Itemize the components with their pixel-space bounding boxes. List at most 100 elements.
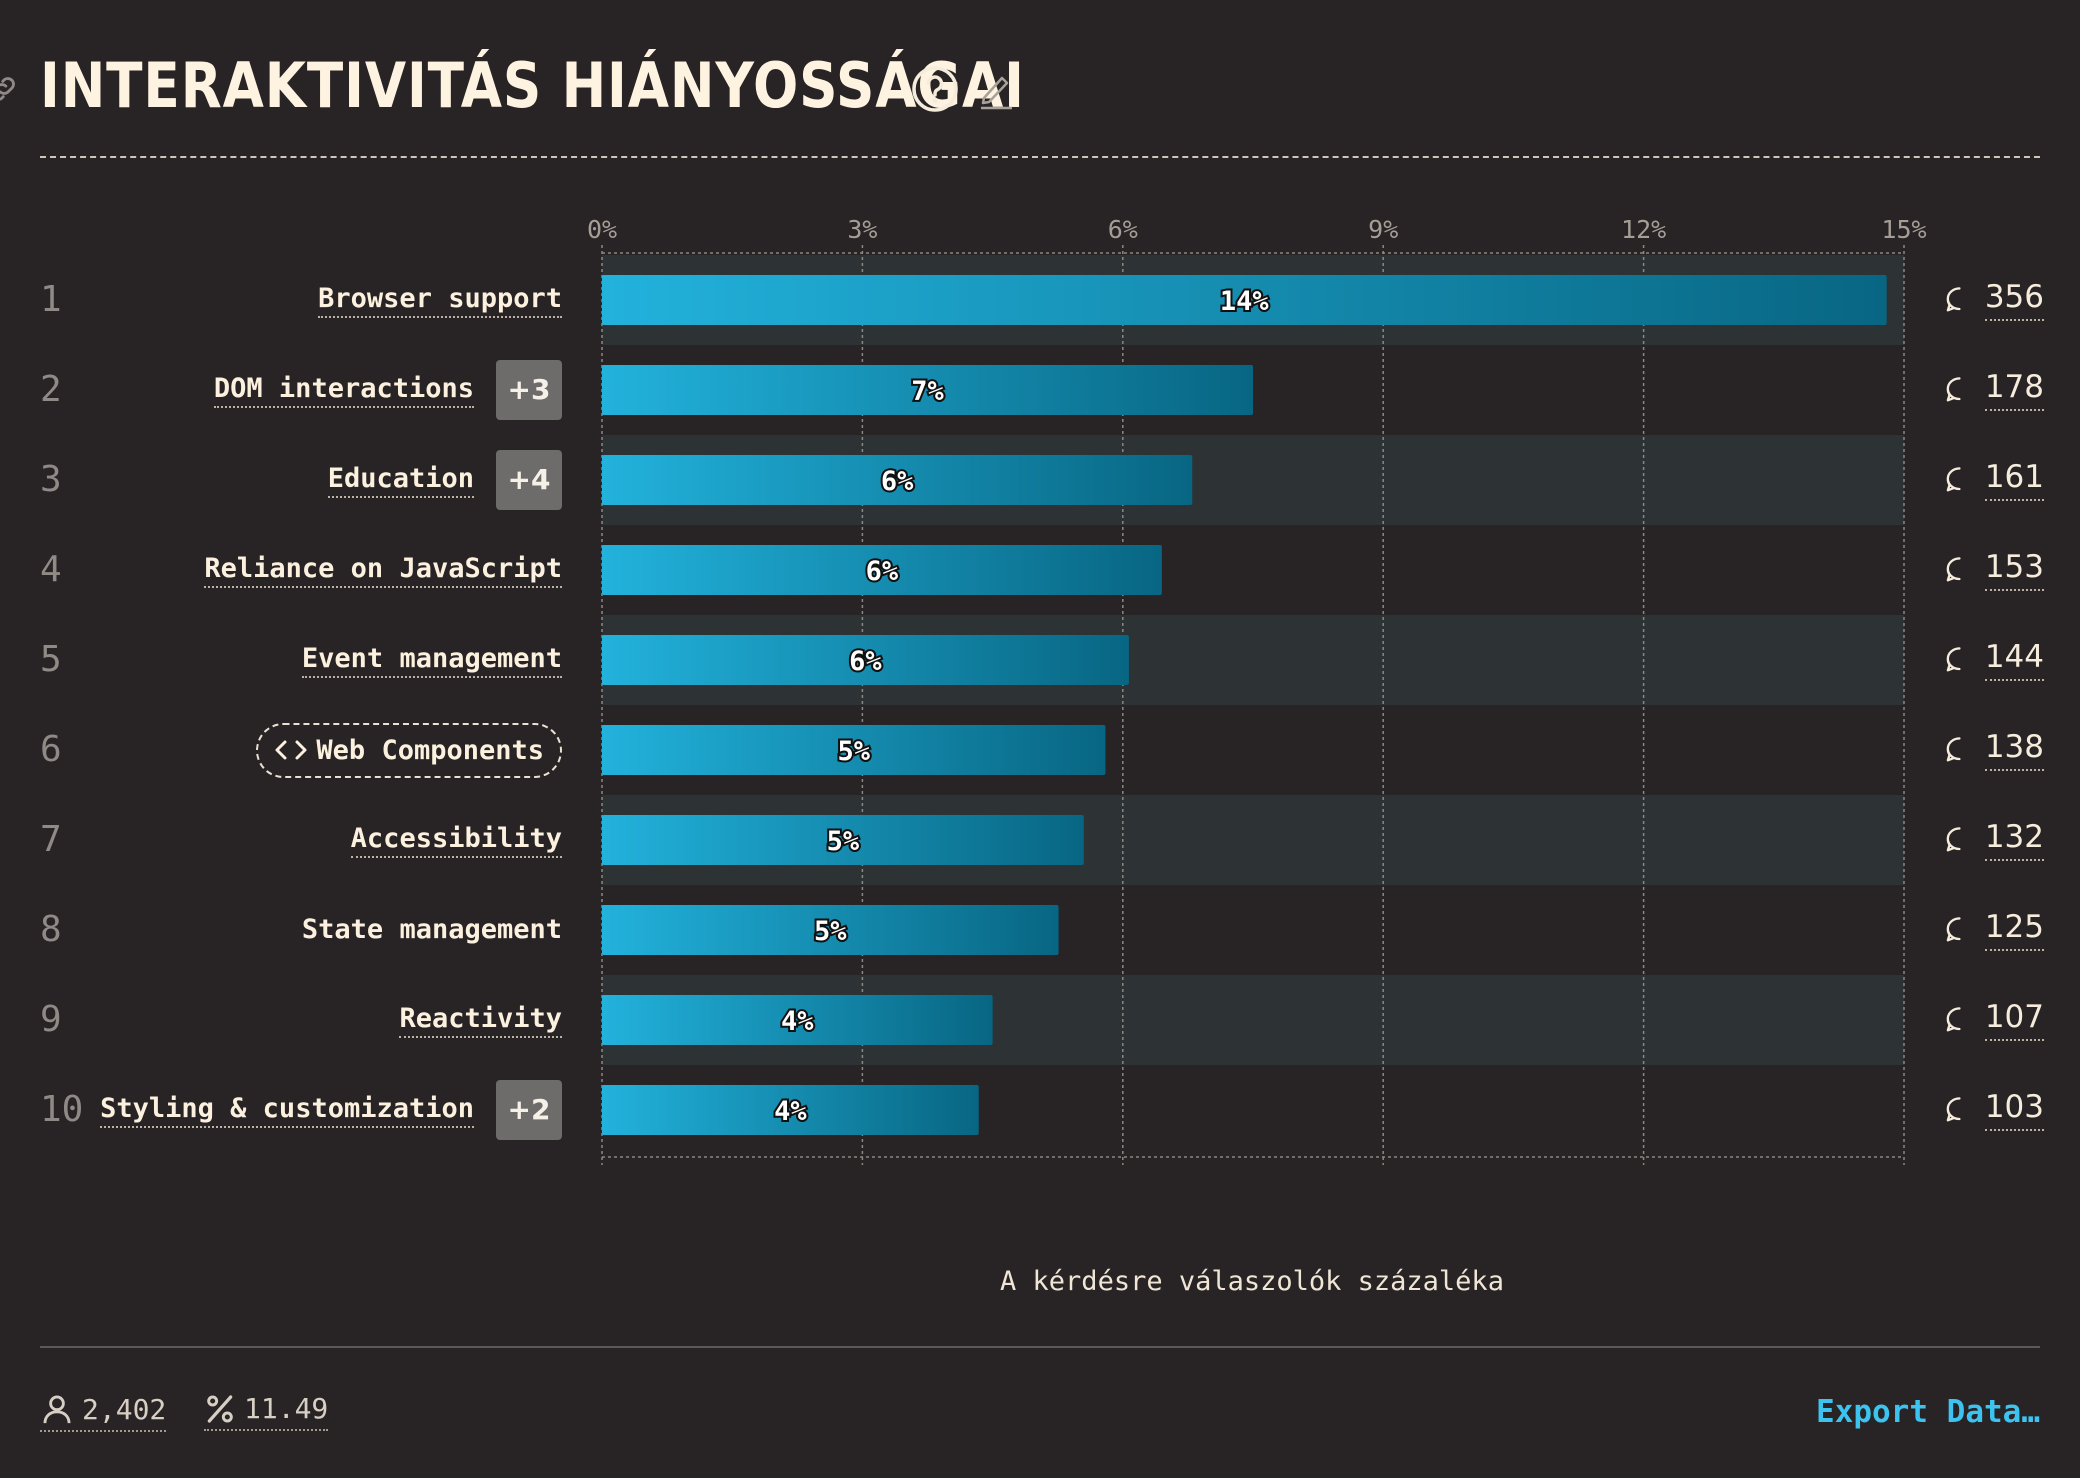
row-label[interactable]: Event management [301,643,562,678]
comments-count[interactable]: 161 [1944,435,2044,525]
bar [602,995,993,1045]
x-tick-label-top: 0% [587,215,617,244]
row-label-group: Event management [301,615,562,705]
row-label-group: Accessibility [350,795,562,885]
row-label-group: Reactivity [399,975,562,1065]
row-label[interactable]: Reactivity [399,1003,562,1038]
bar-value-label: 6% [866,556,899,587]
row-label[interactable]: Accessibility [350,823,562,858]
bar [602,1085,979,1135]
footer-divider [40,1346,2040,1348]
link-icon[interactable] [0,72,20,106]
comments-count-value: 138 [1984,729,2044,771]
bar [602,635,1129,685]
comments-count[interactable]: 138 [1944,705,2044,795]
x-tick-label-top: 6% [1108,215,1138,244]
bar-value-label: 4% [774,1096,807,1127]
comments-count[interactable]: 107 [1944,975,2044,1065]
row-label[interactable]: Browser support [318,283,562,318]
comments-count-value: 107 [1984,999,2044,1041]
comments-count[interactable]: 125 [1944,885,2044,975]
title-divider [40,156,2040,158]
row-label-group: DOM interactions +3 [213,345,562,435]
bar [602,455,1193,505]
row-rank: 2 [40,369,62,410]
bar [602,545,1162,595]
comment-icon [1946,377,1961,402]
comment-icon [1946,467,1961,492]
comments-count[interactable]: 144 [1944,615,2044,705]
comment-icon [1946,1097,1961,1122]
bar-chart: 0%0%3%3%6%6%9%9%12%12%15%15%14%7%6%6%6%5… [587,215,1927,1165]
row-label-text: Web Components [316,734,544,766]
export-data-button[interactable]: Export Data… [1816,1394,2040,1430]
comments-count-value: 161 [1984,459,2044,501]
row-label[interactable]: Reliance on JavaScript [204,553,562,588]
bar-value-label: 14% [1220,286,1270,317]
bar-value-label: 5% [827,826,860,857]
row-label[interactable]: Education [327,463,474,498]
comment-icon [1946,287,1961,312]
percent-stat[interactable]: 11.49 [204,1392,329,1431]
x-tick-label-top: 12% [1621,215,1666,244]
row-label-group: Reliance on JavaScript [204,525,562,615]
x-axis-title: A kérdésre válaszolók százaléka [1000,1266,1504,1297]
row-rank: 7 [40,819,62,860]
comments-count[interactable]: 178 [1944,345,2044,435]
percent-value: 11.49 [244,1392,329,1425]
row-label[interactable]: Web Components [256,722,562,778]
bar-value-label: 4% [781,1006,814,1037]
code-brackets-icon [274,738,308,762]
respondents-count: 2,402 [82,1392,167,1426]
question-circle-icon[interactable] [910,64,960,114]
comments-count[interactable]: 356 [1944,255,2044,345]
comments-count[interactable]: 132 [1944,795,2044,885]
row-label[interactable]: State management [301,913,562,945]
user-icon [43,1395,71,1424]
comment-icon [1946,737,1961,762]
row-label-group: Web Components [256,705,562,795]
comment-icon [1946,827,1961,852]
row-label-group: Styling & customization +2 [100,1065,562,1155]
comments-count-value: 178 [1984,369,2044,411]
row-rank: 3 [40,459,62,500]
comments-count[interactable]: 103 [1944,1065,2044,1155]
row-rank: 9 [40,999,62,1040]
comments-count[interactable]: 153 [1944,525,2044,615]
comment-icon [1946,1007,1961,1032]
comment-icon [1946,917,1961,942]
respondents-stat[interactable]: 2,402 [40,1392,167,1432]
x-tick-label-top: 9% [1368,215,1398,244]
bar [602,275,1887,325]
row-rank: 1 [40,279,62,320]
x-tick-label-top: 15% [1881,215,1926,244]
bar [602,905,1059,955]
row-rank: 5 [40,639,62,680]
row-label-group: Education +4 [327,435,562,525]
bar [602,725,1106,775]
row-rank: 6 [40,729,62,770]
bar [602,365,1253,415]
comments-count-value: 125 [1984,909,2044,951]
row-rank: 10 [40,1089,84,1130]
page-title: INTERAKTIVITÁS HIÁNYOSSÁGAI [40,49,1025,122]
comments-count-value: 144 [1984,639,2044,681]
merged-items-badge[interactable]: +4 [496,450,562,510]
bar-value-label: 5% [837,736,870,767]
merged-items-badge[interactable]: +3 [496,360,562,420]
row-label-group: State management [302,885,562,975]
percent-icon [207,1394,233,1423]
comments-count-value: 103 [1984,1089,2044,1131]
merged-items-badge[interactable]: +2 [496,1080,562,1140]
comments-count-value: 356 [1984,279,2044,321]
pencil-icon[interactable] [978,66,1014,110]
row-label[interactable]: Styling & customization [100,1093,474,1128]
bar-value-label: 5% [814,916,847,947]
bar-value-label: 6% [881,466,914,497]
comment-icon [1946,647,1961,672]
row-rank: 4 [40,549,62,590]
row-rank: 8 [40,909,62,950]
row-label[interactable]: DOM interactions [213,373,474,408]
comments-count-value: 132 [1984,819,2044,861]
comment-icon [1946,557,1961,582]
